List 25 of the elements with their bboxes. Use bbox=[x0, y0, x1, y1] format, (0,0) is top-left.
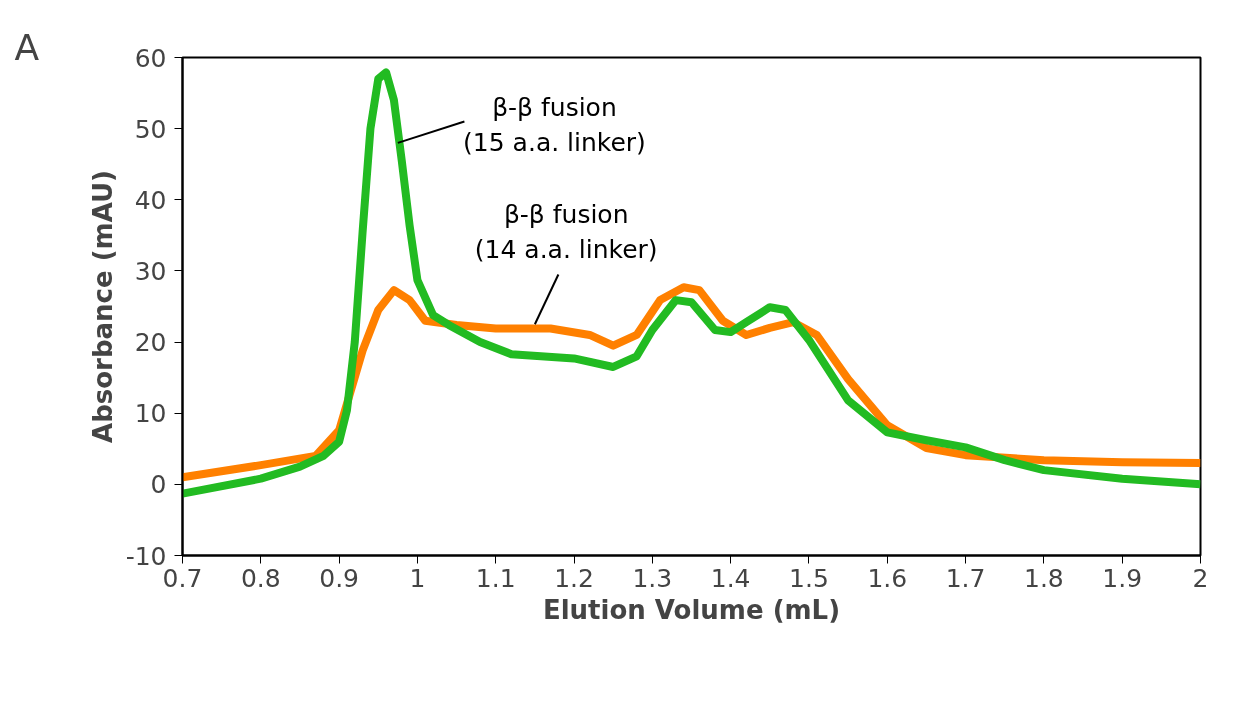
x-tick-label: 1.6 bbox=[867, 563, 908, 593]
text: A bbox=[14, 26, 40, 68]
y-axis-title: Absorbance (mAU) bbox=[87, 170, 118, 443]
x-tick-label: 1.3 bbox=[632, 563, 673, 593]
x-tick-label: 0.9 bbox=[319, 563, 359, 593]
y-tick-label: 40 bbox=[134, 185, 167, 215]
x-tick-label: 1.5 bbox=[789, 563, 829, 593]
x-tick-label: 1.9 bbox=[1102, 563, 1143, 593]
x-axis-title: Elution Volume (mL) bbox=[542, 594, 841, 625]
y-tick-label: 60 bbox=[134, 43, 167, 73]
y-tick-label: 20 bbox=[134, 328, 167, 358]
x-tick-label: 0.8 bbox=[240, 563, 281, 593]
y-tick-label: 50 bbox=[134, 114, 167, 144]
x-tick-label: 1.1 bbox=[475, 563, 516, 593]
series-label: β-β fusion (14 a.a. linker) bbox=[474, 199, 658, 264]
x-tick-label: 1.4 bbox=[710, 563, 751, 593]
y-tick-label: 10 bbox=[134, 399, 167, 429]
y-tick-label: 30 bbox=[134, 256, 167, 286]
x-tick-label: 1 bbox=[409, 563, 426, 593]
x-tick-label: 2 bbox=[1192, 563, 1209, 593]
x-tick-label: 1.2 bbox=[554, 563, 594, 593]
x-tick-label: 1.7 bbox=[945, 563, 986, 593]
y-tick-label: 0 bbox=[150, 470, 167, 500]
text: β-β fusion (15 a.a. linker) bbox=[463, 93, 646, 157]
x-tick-label: 1.8 bbox=[1024, 563, 1064, 593]
